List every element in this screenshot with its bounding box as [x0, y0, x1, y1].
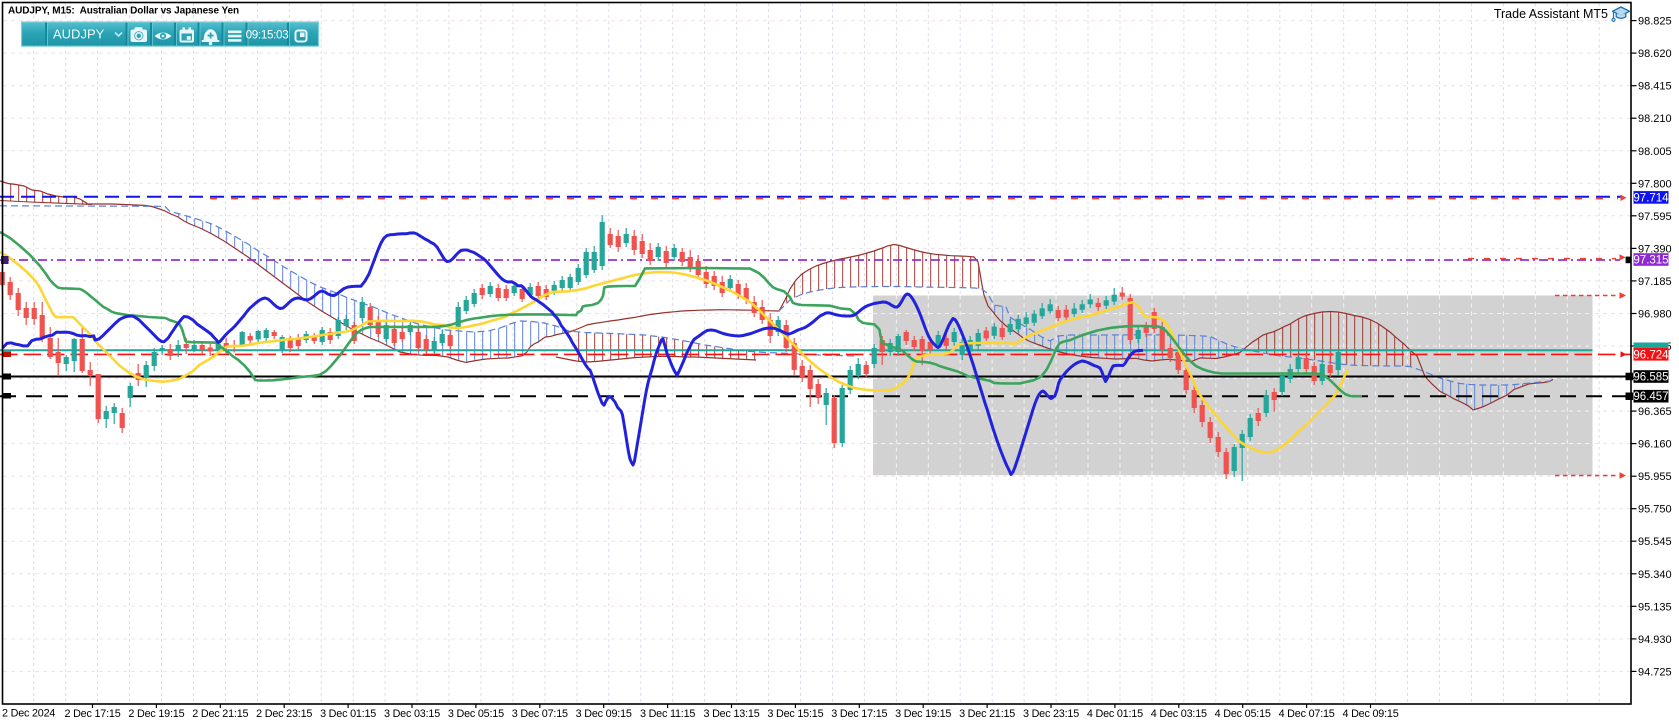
- svg-text:3 Dec 09:15: 3 Dec 09:15: [576, 708, 632, 720]
- svg-text:96.160: 96.160: [1638, 439, 1672, 451]
- svg-text:3 Dec 23:15: 3 Dec 23:15: [1023, 708, 1079, 720]
- svg-text:4 Dec 01:15: 4 Dec 01:15: [1087, 708, 1143, 720]
- svg-text:4 Dec 09:15: 4 Dec 09:15: [1342, 708, 1398, 720]
- svg-text:2 Dec 21:15: 2 Dec 21:15: [192, 708, 248, 720]
- svg-text:3 Dec 13:15: 3 Dec 13:15: [703, 708, 759, 720]
- svg-text:98.415: 98.415: [1638, 81, 1672, 93]
- svg-text:96.457: 96.457: [1633, 391, 1668, 403]
- svg-text:97.800: 97.800: [1638, 178, 1672, 190]
- svg-text:4 Dec 05:15: 4 Dec 05:15: [1215, 708, 1271, 720]
- svg-text:98.210: 98.210: [1638, 113, 1672, 125]
- svg-text:3 Dec 11:15: 3 Dec 11:15: [640, 708, 695, 720]
- svg-text:3 Dec 03:15: 3 Dec 03:15: [384, 708, 440, 720]
- svg-text:3 Dec 05:15: 3 Dec 05:15: [448, 708, 504, 720]
- svg-text:2 Dec 23:15: 2 Dec 23:15: [256, 708, 312, 720]
- svg-text:96.980: 96.980: [1638, 309, 1672, 321]
- svg-text:94.725: 94.725: [1638, 666, 1672, 678]
- svg-text:94.930: 94.930: [1638, 634, 1672, 646]
- svg-text:3 Dec 01:15: 3 Dec 01:15: [320, 708, 376, 720]
- svg-text:3 Dec 07:15: 3 Dec 07:15: [512, 708, 568, 720]
- svg-text:3 Dec 21:15: 3 Dec 21:15: [959, 708, 1015, 720]
- svg-text:96.724: 96.724: [1633, 349, 1669, 361]
- svg-text:97.595: 97.595: [1638, 211, 1672, 223]
- svg-text:09:15:03: 09:15:03: [246, 28, 289, 41]
- svg-text:2 Dec 17:15: 2 Dec 17:15: [64, 708, 120, 720]
- svg-text:95.545: 95.545: [1638, 536, 1672, 548]
- svg-text:97.315: 97.315: [1633, 255, 1668, 267]
- svg-text:AUDJPY: AUDJPY: [53, 27, 105, 42]
- svg-text:2 Dec 19:15: 2 Dec 19:15: [128, 708, 184, 720]
- svg-text:2 Dec 2024: 2 Dec 2024: [2, 708, 55, 720]
- svg-text:Trade Assistant MT5: Trade Assistant MT5: [1494, 7, 1608, 21]
- svg-text:96.585: 96.585: [1633, 372, 1668, 384]
- svg-text:98.825: 98.825: [1638, 16, 1672, 28]
- svg-text:95.135: 95.135: [1638, 601, 1672, 613]
- svg-text:95.750: 95.750: [1638, 504, 1672, 516]
- svg-text:97.390: 97.390: [1638, 243, 1672, 255]
- svg-text:97.185: 97.185: [1638, 276, 1672, 288]
- svg-text:3 Dec 15:15: 3 Dec 15:15: [767, 708, 823, 720]
- svg-text:95.955: 95.955: [1638, 471, 1672, 483]
- svg-text:AUDJPY, M15: Australian Dolla: AUDJPY, M15: Australian Dollar vs Japane…: [8, 6, 239, 17]
- svg-text:97.714: 97.714: [1633, 192, 1669, 204]
- svg-text:96.365: 96.365: [1638, 406, 1672, 418]
- svg-text:98.620: 98.620: [1638, 48, 1672, 60]
- svg-text:4 Dec 07:15: 4 Dec 07:15: [1279, 708, 1335, 720]
- svg-text:95.340: 95.340: [1638, 569, 1672, 581]
- svg-text:4 Dec 03:15: 4 Dec 03:15: [1151, 708, 1207, 720]
- svg-text:3 Dec 19:15: 3 Dec 19:15: [895, 708, 951, 720]
- svg-text:98.005: 98.005: [1638, 146, 1672, 158]
- svg-text:3 Dec 17:15: 3 Dec 17:15: [831, 708, 887, 720]
